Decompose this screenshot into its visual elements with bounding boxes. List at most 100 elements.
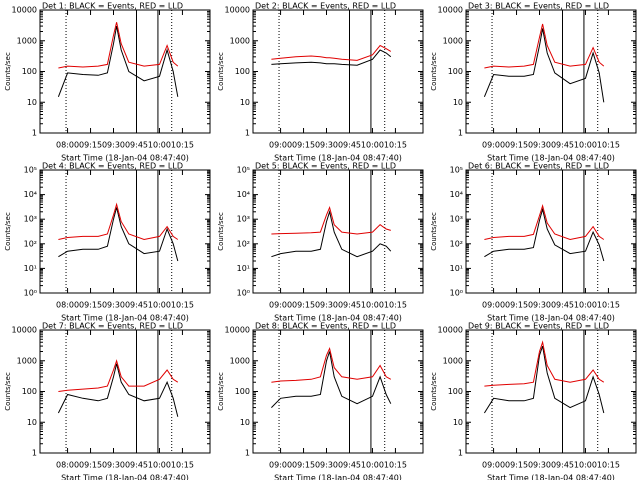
y-tick-label: 1 [458,449,463,458]
x-tick-label: 08:00 [56,301,79,310]
axes-frame [39,9,211,134]
x-axis-label: Start Time (18-Jan-04 08:47:40) [274,314,402,323]
y-tick-label: 10 [453,98,463,107]
y-tick-label: 10000 [438,6,463,15]
x-tick-label: 09:45 [125,301,148,310]
x-axis-label: Start Time (18-Jan-04 08:47:40) [61,314,189,323]
y-tick-label: 10² [24,239,37,248]
panel-title: Det 4: BLACK = Events, RED = LLD [42,162,183,171]
x-tick-label: 09:15 [79,141,102,150]
x-tick-label: 09:00 [482,301,505,310]
x-tick-label: 09:45 [125,141,148,150]
x-tick-label: 09:30 [102,461,125,470]
panel-title: Det 8: BLACK = Events, RED = LLD [255,322,396,331]
y-tick-label: 1000 [230,356,250,365]
axes-frame [39,169,211,294]
y-axis-label: Counts/sec [217,372,225,411]
y-tick-label: 1 [458,129,463,138]
x-tick-label: 10:15 [384,141,407,150]
x-tick-label: 10:15 [171,141,194,150]
x-tick-label: 09:45 [338,141,361,150]
series-line [58,202,179,241]
x-tick-label: 09:30 [315,301,338,310]
y-tick-label: 10 [27,98,37,107]
y-axis-label: Counts/sec [4,212,12,251]
series-line [483,28,605,103]
y-tick-label: 10¹ [450,264,463,273]
y-tick-label: 10⁵ [237,166,250,175]
x-tick-label: 10:15 [597,461,620,470]
y-tick-label: 10⁴ [237,190,250,199]
x-axis-label: Start Time (18-Jan-04 08:47:40) [274,154,402,163]
axes-frame [39,329,211,454]
axes-frame [252,329,424,454]
x-tick-label: 09:30 [315,461,338,470]
chart-panel: Det 3: BLACK = Events, RED = LLD Counts/s… [430,2,637,163]
series-line [271,351,392,408]
axes-frame [252,9,424,134]
y-axis-label: Counts/sec [4,372,12,411]
y-tick-label: 100 [22,387,37,396]
axes-frame [465,169,637,294]
y-tick-label: 1000 [443,356,463,365]
y-tick-label: 1 [245,449,250,458]
x-tick-label: 09:15 [292,141,315,150]
x-axis-label: Start Time (18-Jan-04 08:47:40) [487,314,615,323]
y-tick-label: 1000 [230,36,250,45]
y-tick-label: 100 [235,67,250,76]
series-line [58,22,179,69]
chart-panel: Det 2: BLACK = Events, RED = LLD Counts/s… [217,2,424,163]
series-line [57,26,179,97]
y-tick-label: 1000 [17,36,37,45]
y-tick-label: 1 [245,129,250,138]
x-tick-label: 09:15 [505,141,528,150]
y-tick-label: 100 [22,67,37,76]
y-tick-label: 10⁵ [450,166,463,175]
x-tick-label: 09:00 [269,141,292,150]
y-tick-label: 10⁴ [450,190,463,199]
series-line [271,346,392,383]
series-line [271,49,392,66]
series-line [271,209,392,258]
y-tick-label: 10² [237,239,250,248]
y-axis-label: Counts/sec [430,372,438,411]
x-tick-label: 10:00 [361,461,384,470]
panel-title: Det 7: BLACK = Events, RED = LLD [42,322,183,331]
y-tick-label: 10000 [12,6,37,15]
chart-panel: Det 5: BLACK = Events, RED = LLD Counts/s… [217,162,424,323]
y-axis-label: Counts/sec [430,212,438,251]
y-tick-label: 10² [450,239,463,248]
series-line [484,340,605,387]
series-line [484,207,605,262]
y-axis-label: Counts/sec [217,212,225,251]
x-tick-label: 08:00 [56,141,79,150]
x-tick-label: 09:30 [102,301,125,310]
x-tick-label: 10:15 [597,141,620,150]
series-line [57,363,179,417]
chart-panel: Det 1: BLACK = Events, RED = LLD Counts/s… [4,2,211,163]
x-tick-label: 09:00 [482,141,505,150]
x-axis-label: Start Time (18-Jan-04 08:47:40) [487,474,615,480]
y-tick-label: 10⁵ [24,166,37,175]
y-tick-label: 10000 [438,326,463,335]
y-tick-label: 10000 [12,326,37,335]
y-axis-label: Counts/sec [4,52,12,91]
x-tick-label: 09:30 [528,461,551,470]
x-tick-label: 10:00 [574,141,597,150]
series-line [58,359,179,392]
panel-title: Det 2: BLACK = Events, RED = LLD [255,2,396,11]
x-tick-label: 09:30 [528,301,551,310]
x-tick-label: 09:15 [79,461,102,470]
x-axis-label: Start Time (18-Jan-04 08:47:40) [61,154,189,163]
axes-frame [465,9,637,134]
x-tick-label: 10:00 [148,301,171,310]
x-tick-label: 10:15 [171,461,194,470]
panel-title: Det 1: BLACK = Events, RED = LLD [42,2,183,11]
x-tick-label: 09:45 [551,301,574,310]
x-tick-label: 10:15 [384,461,407,470]
x-tick-label: 09:15 [292,461,315,470]
chart-panel: Det 4: BLACK = Events, RED = LLD Counts/s… [4,162,211,323]
x-tick-label: 10:00 [148,141,171,150]
series-line [483,345,605,414]
